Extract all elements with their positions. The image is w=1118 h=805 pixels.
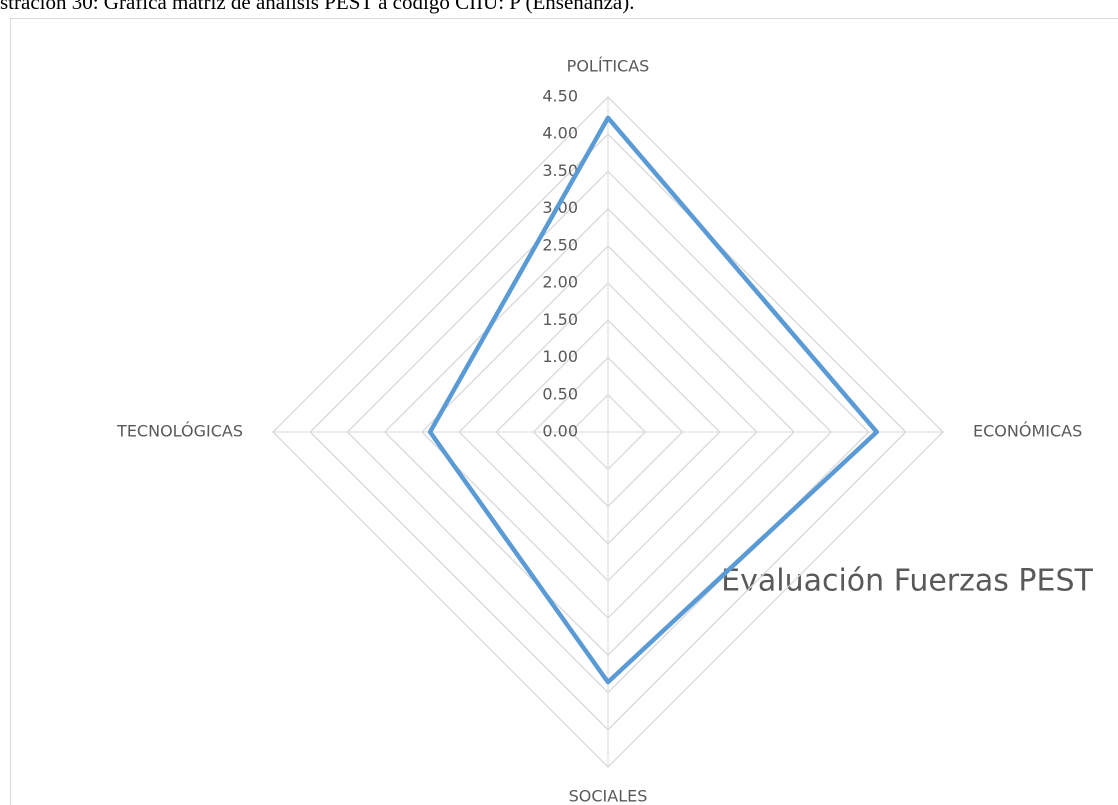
- category-label: SOCIALES: [569, 787, 648, 805]
- r-tick-label: 0.00: [542, 422, 578, 441]
- category-label: POLÍTICAS: [567, 57, 650, 76]
- r-tick-label: 3.00: [542, 198, 578, 217]
- r-tick-label: 4.00: [542, 124, 578, 143]
- r-tick-label: 4.50: [542, 87, 578, 106]
- category-label: TECNOLÓGICAS: [116, 422, 243, 441]
- chart-border: [10, 18, 1118, 805]
- r-tick-label: 3.50: [542, 161, 578, 180]
- category-label: ECONÓMICAS: [973, 422, 1082, 441]
- r-tick-label: 2.50: [542, 235, 578, 254]
- series-line: [427, 115, 879, 685]
- r-tick-label: 0.50: [542, 384, 578, 403]
- r-tick-label: 1.50: [542, 310, 578, 329]
- r-tick-label: 2.00: [542, 273, 578, 292]
- caption: stración 30: Gráfica matriz de análisis …: [0, 0, 634, 14]
- chart-title: Evaluación Fuerzas PEST: [721, 564, 1093, 599]
- r-tick-label: 1.00: [542, 347, 578, 366]
